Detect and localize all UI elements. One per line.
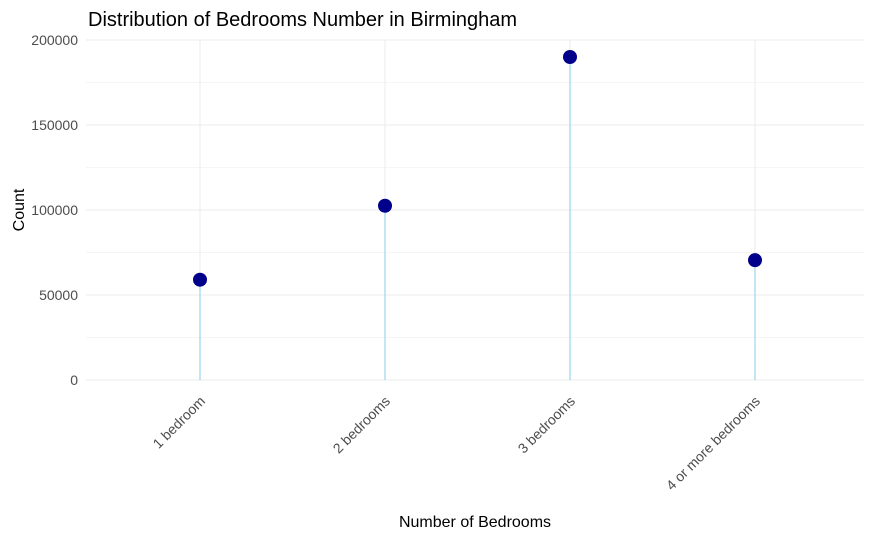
y-tick-label: 0 — [70, 372, 78, 388]
lollipop-point — [563, 50, 577, 64]
x-tick-label: 2 bedrooms — [330, 393, 394, 457]
y-tick-label: 50000 — [39, 287, 78, 303]
lollipop-points — [193, 50, 762, 287]
chart-title: Distribution of Bedrooms Number in Birmi… — [88, 9, 517, 31]
x-axis-title: Number of Bedrooms — [399, 514, 551, 531]
x-axis-ticks: 1 bedroom 2 bedrooms 3 bedrooms 4 or more b… — [149, 393, 763, 493]
y-tick-label: 150000 — [31, 117, 78, 133]
x-tick-label: 4 or more bedrooms — [663, 393, 763, 493]
lollipop-point — [748, 253, 762, 268]
y-tick-label: 200000 — [31, 32, 78, 48]
x-tick-label: 3 bedrooms — [515, 393, 579, 457]
lollipop-point — [378, 198, 392, 213]
y-axis-ticks: 0 50000 100000 150000 200000 — [31, 32, 78, 388]
lollipop-point — [193, 272, 207, 287]
x-tick-label: 1 bedroom — [149, 393, 208, 452]
lollipop-stems — [199, 57, 756, 380]
gridlines — [86, 39, 864, 381]
y-tick-label: 100000 — [31, 202, 78, 218]
y-axis-title: Count — [11, 188, 28, 231]
